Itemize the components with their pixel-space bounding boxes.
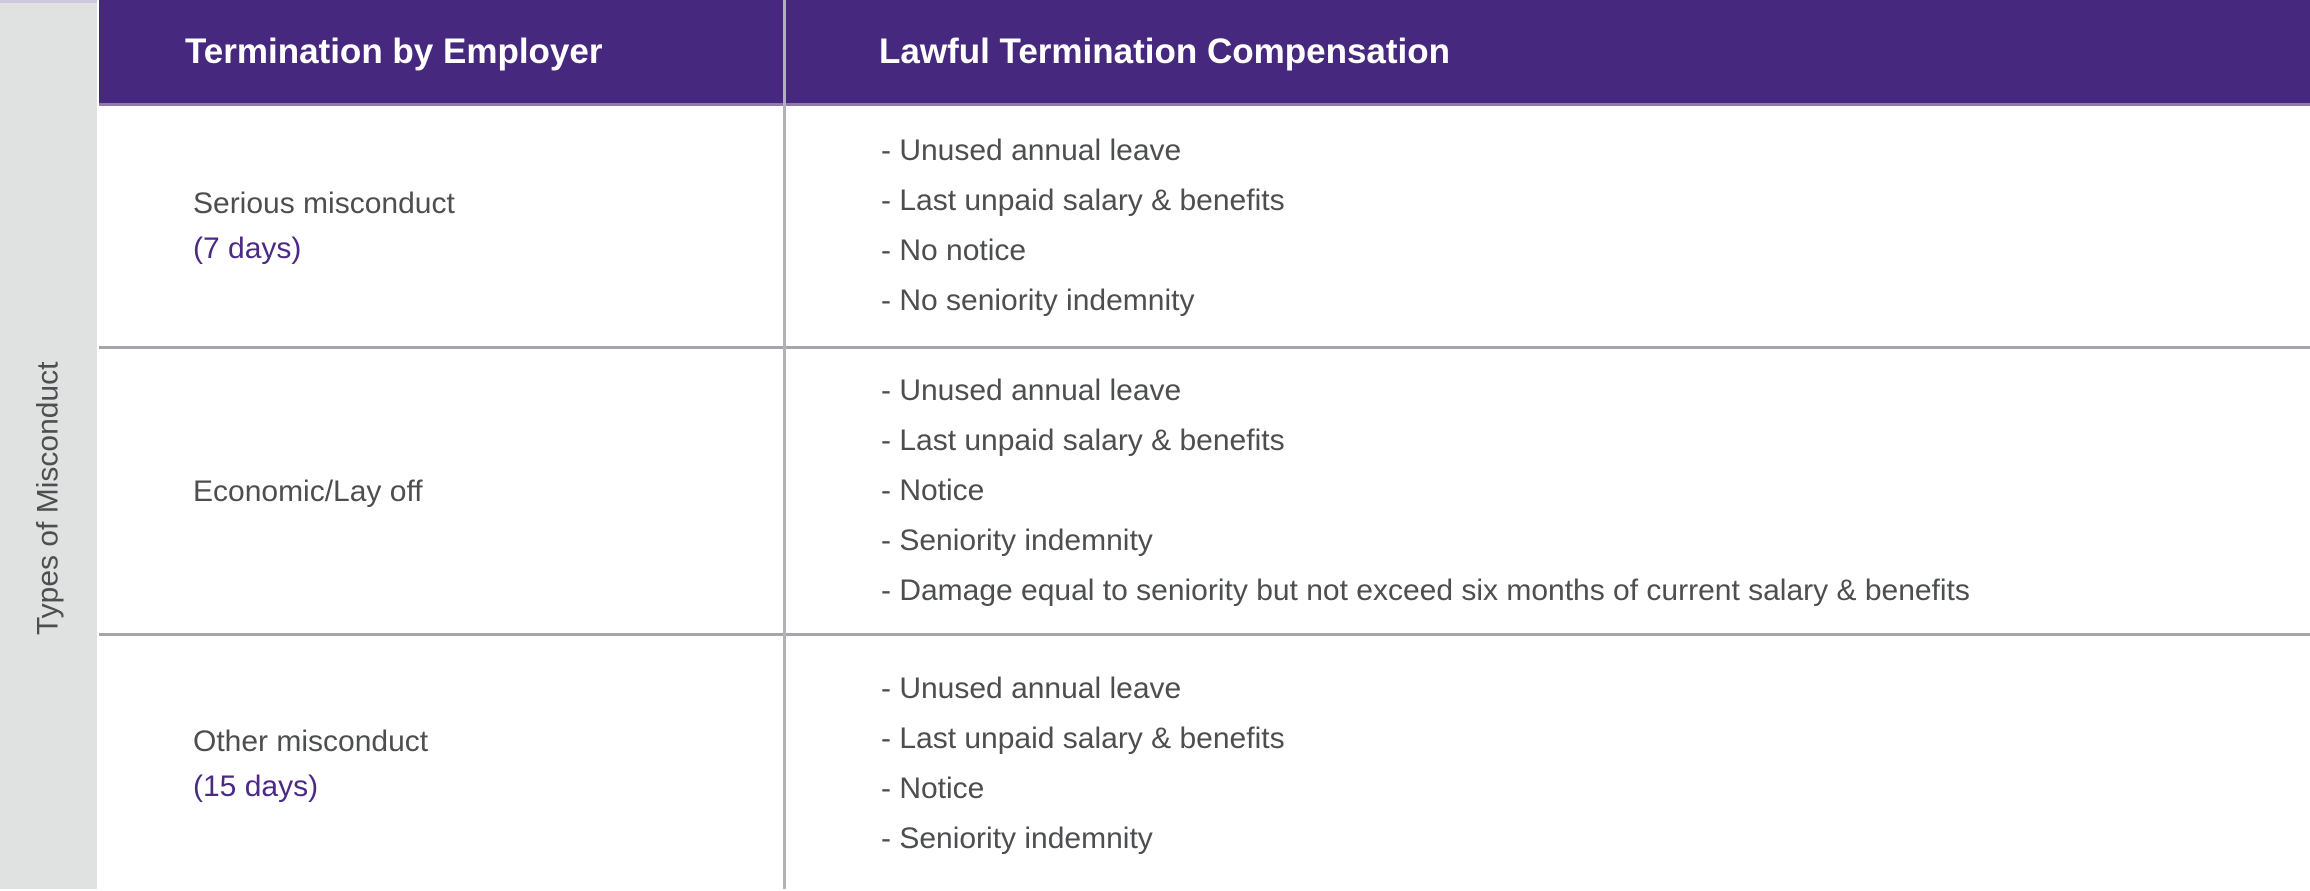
compensation-item: - No seniority indemnity [881,284,1195,317]
compensation-item: - Unused annual leave [881,134,1182,167]
table-content: Termination by Employer Lawful Terminati… [99,0,2310,891]
table-header-row: Termination by Employer Lawful Terminati… [99,0,2310,103]
column-divider [783,0,786,889]
compensation-item: - Last unpaid salary & benefits [881,721,1285,755]
compensation-item: - Last unpaid salary & benefits [881,424,1285,457]
compensation-item: - Unused annual leave [881,374,1182,407]
row-divider [99,633,2310,636]
termination-type-label: Serious misconduct [193,187,455,220]
cell-termination-type: Other misconduct (15 days) [99,636,783,891]
termination-type-note: (7 days) [193,232,302,265]
termination-type-label: Economic/Lay off [193,474,423,508]
compensation-item: - No notice [881,234,1027,267]
compensation-item: - Unused annual leave [881,671,1182,705]
compensation-item: - Last unpaid salary & benefits [881,184,1285,217]
cell-termination-type: Serious misconduct (7 days) [99,106,783,346]
side-label-types-of-misconduct: Types of Misconduct [31,361,65,635]
compensation-item: - Damage equal to seniority but not exce… [881,574,1970,607]
termination-type-label: Other misconduct [193,724,429,758]
cell-compensation-list: - Unused annual leave - Last unpaid sala… [783,636,2310,891]
header-termination-by-employer: Termination by Employer [185,31,603,71]
table-row-serious-misconduct: Serious misconduct (7 days) - Unused ann… [99,106,2310,346]
table-row-other-misconduct: Other misconduct (15 days) - Unused annu… [99,636,2310,891]
header-underline [99,103,2310,106]
compensation-item: - Notice [881,474,985,507]
cell-termination-type: Economic/Lay off [99,349,783,633]
side-strip [0,0,97,889]
termination-type-note: (15 days) [193,769,319,803]
compensation-item: - Seniority indemnity [881,524,1153,557]
cell-compensation-list: - Unused annual leave - Last unpaid sala… [783,349,2310,633]
cell-compensation-list: - Unused annual leave - Last unpaid sala… [783,106,2310,346]
header-lawful-termination-compensation: Lawful Termination Compensation [879,31,1451,71]
compensation-item: - Notice [881,771,985,805]
table-row-economic-lay-off: Economic/Lay off - Unused annual leave -… [99,349,2310,633]
row-divider [99,346,2310,349]
compensation-item: - Seniority indemnity [881,821,1153,855]
